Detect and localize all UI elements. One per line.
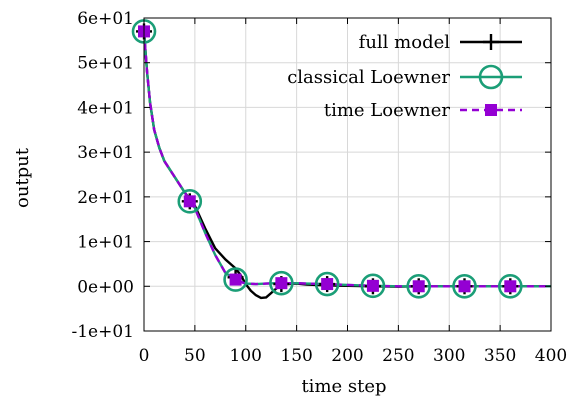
markers-classical-loewner	[131, 19, 523, 299]
circle-marker	[177, 189, 203, 214]
x-tick-label: 200	[331, 346, 363, 366]
x-tick-label: 100	[230, 346, 262, 366]
legend-label: full model	[359, 32, 451, 53]
x-tick-label: 400	[535, 346, 567, 366]
x-tick-label: 250	[382, 346, 414, 366]
square-marker	[183, 195, 196, 208]
x-tick-label: 150	[280, 346, 312, 366]
x-tick-label: 0	[139, 346, 150, 366]
x-tick-label: 300	[433, 346, 465, 366]
markers-full-model	[136, 23, 519, 295]
circle-marker	[314, 271, 340, 297]
square-marker	[321, 278, 334, 291]
y-axis-label: output	[12, 147, 33, 208]
square-marker	[485, 104, 497, 116]
circle-marker	[478, 64, 504, 90]
square-marker	[275, 277, 288, 290]
series-time-loewner	[144, 31, 551, 288]
circle-marker	[497, 273, 523, 299]
y-tick-label: 5e+01	[77, 54, 134, 74]
y-tick-label: -1e+01	[72, 322, 135, 342]
legend-label: time Loewner	[324, 100, 451, 121]
legend-label: classical Loewner	[287, 67, 450, 88]
square-marker	[458, 280, 471, 293]
y-ticks: -1e+01 0e+00 1e+01 2e+01 3e+01 4e+01 5e+01 6e+0…	[72, 9, 551, 342]
circle-marker	[360, 273, 386, 299]
circle-marker	[452, 273, 477, 299]
x-axis-label: time step	[301, 376, 386, 397]
square-marker	[229, 273, 242, 286]
square-marker	[412, 280, 425, 293]
circle-marker	[269, 270, 294, 296]
y-tick-label: 0e+00	[77, 277, 134, 297]
x-tick-label: 50	[184, 346, 206, 366]
x-ticks: 0 50 100 150 200 250 300 350 400	[139, 18, 567, 366]
circle-marker	[223, 267, 248, 292]
x-tick-label: 350	[484, 346, 516, 366]
legend: full model classical Loewner time Loewner	[287, 32, 522, 121]
plot-series	[131, 19, 551, 300]
y-tick-label: 4e+01	[77, 98, 134, 118]
series-line	[144, 31, 551, 288]
square-marker	[366, 279, 379, 292]
y-tick-label: 2e+01	[77, 188, 134, 208]
circle-marker	[406, 273, 432, 299]
y-tick-label: 1e+01	[77, 233, 134, 253]
y-tick-label: 3e+01	[77, 143, 134, 163]
y-tick-label: 6e+01	[77, 9, 134, 29]
square-marker	[504, 280, 517, 293]
